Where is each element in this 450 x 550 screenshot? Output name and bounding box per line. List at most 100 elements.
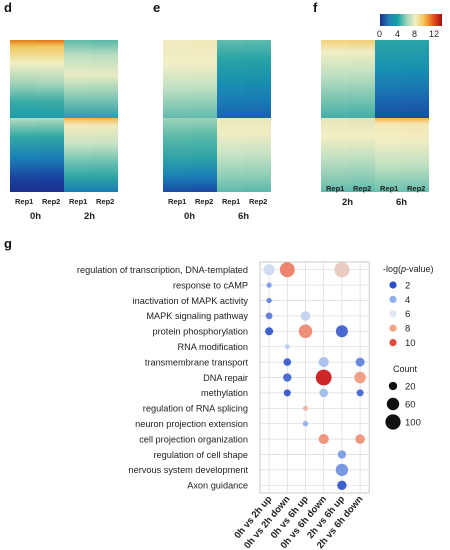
panel-label-f: f xyxy=(313,0,318,15)
data-point xyxy=(302,420,309,427)
data-point xyxy=(334,262,350,278)
time-label: 2h xyxy=(342,197,354,208)
heatmap-e xyxy=(163,40,271,192)
heatmap-column xyxy=(348,40,375,192)
rep-label: Rep1 xyxy=(222,197,241,206)
legend-size-swatch xyxy=(388,381,398,391)
heatmap-block xyxy=(10,118,37,192)
heatmap-block xyxy=(321,40,348,118)
heatmap-block xyxy=(375,118,402,192)
data-point xyxy=(284,344,290,350)
heatmap-block xyxy=(375,40,402,118)
data-point xyxy=(298,324,313,339)
heatmap-block xyxy=(37,40,64,118)
colorbar-tick: 8 xyxy=(412,29,418,39)
heatmap-block xyxy=(244,118,271,192)
rep-label: Rep2 xyxy=(407,184,426,193)
legend-color-swatch xyxy=(389,339,397,347)
data-point xyxy=(283,358,292,366)
colorbar xyxy=(380,14,442,26)
term-label: protein phosphorylation xyxy=(152,327,248,337)
heatmap-block xyxy=(321,118,348,192)
heatmap-column xyxy=(91,40,118,192)
term-label: Axon guidance xyxy=(187,481,248,491)
data-point xyxy=(335,325,348,338)
data-point xyxy=(266,297,272,304)
term-label: nervous system development xyxy=(129,465,249,475)
time-label: 6h xyxy=(396,197,408,208)
legend-color-swatch xyxy=(389,281,397,289)
data-point xyxy=(318,357,329,368)
heatmap-block xyxy=(402,118,429,192)
heatmap-block xyxy=(402,40,429,118)
heatmap-column xyxy=(402,40,429,192)
heatmap-block xyxy=(348,118,375,192)
term-label: regulation of cell shape xyxy=(154,450,249,460)
data-point xyxy=(355,357,365,367)
data-point xyxy=(318,434,329,445)
data-point xyxy=(335,463,349,477)
heatmap-column xyxy=(37,40,64,192)
rep-label: Rep1 xyxy=(69,197,88,206)
legend-size-label: 100 xyxy=(405,417,421,428)
heatmap-block xyxy=(348,40,375,118)
colorbar-tick: 4 xyxy=(395,29,401,39)
rep-label: Rep1 xyxy=(15,197,34,206)
heatmap-column xyxy=(375,40,402,192)
legend-color-swatch xyxy=(389,310,397,318)
legend-size-swatch xyxy=(385,414,401,430)
colorbar-tick: 0 xyxy=(377,29,383,39)
legend-size-title: Count xyxy=(393,364,418,374)
term-label: neuron projection extension xyxy=(135,419,248,429)
heatmap-block xyxy=(217,118,244,192)
heatmap-block xyxy=(37,118,64,192)
term-label: regulation of transcription, DNA-templat… xyxy=(77,265,248,275)
rep-label: Rep1 xyxy=(326,184,345,193)
rep-label: Rep1 xyxy=(380,184,399,193)
legend-color-label: 6 xyxy=(405,309,410,320)
term-label: DNA repair xyxy=(203,373,248,383)
heatmap-column xyxy=(10,40,37,192)
legend-color-label: 10 xyxy=(405,338,416,349)
rep-label: Rep2 xyxy=(353,184,372,193)
data-point xyxy=(265,327,274,336)
heatmap-block xyxy=(190,40,217,118)
panel-label-d: d xyxy=(4,0,12,15)
legend-color-label: 8 xyxy=(405,324,410,335)
data-point xyxy=(279,262,295,278)
rep-label: Rep2 xyxy=(195,197,214,206)
heatmap-block xyxy=(10,40,37,118)
heatmap-block xyxy=(163,118,190,192)
time-label: 6h xyxy=(238,211,250,222)
legend-color-label: 2 xyxy=(405,280,410,291)
data-point xyxy=(315,369,332,386)
legend-size-label: 60 xyxy=(405,399,416,410)
data-point xyxy=(337,480,347,490)
heatmap-column xyxy=(244,40,271,192)
data-point xyxy=(283,373,292,382)
heatmap-column xyxy=(64,40,91,192)
time-label: 0h xyxy=(184,211,196,222)
term-label: inactivation of MAPK activity xyxy=(133,296,249,306)
heatmap-block xyxy=(64,118,91,192)
heatmap-column xyxy=(321,40,348,192)
rep-label: Rep2 xyxy=(42,197,61,206)
colorbar-tick: 12 xyxy=(429,29,440,39)
data-point xyxy=(356,389,364,397)
heatmap-block xyxy=(190,118,217,192)
legend-color-swatch xyxy=(389,324,397,332)
rep-label: Rep1 xyxy=(168,197,187,206)
data-point xyxy=(355,434,365,444)
term-label: response to cAMP xyxy=(173,280,248,290)
legend-size-label: 20 xyxy=(405,381,416,392)
heatmap-column xyxy=(163,40,190,192)
data-point xyxy=(302,405,309,411)
data-point xyxy=(263,264,275,276)
legend-color-label: 4 xyxy=(405,295,410,306)
term-label: transmembrane transport xyxy=(145,357,249,367)
heatmap-f xyxy=(321,40,429,192)
term-label: RNA modification xyxy=(178,342,248,352)
data-point xyxy=(300,311,311,321)
legend-color-title: -log(p-value) xyxy=(383,264,434,274)
